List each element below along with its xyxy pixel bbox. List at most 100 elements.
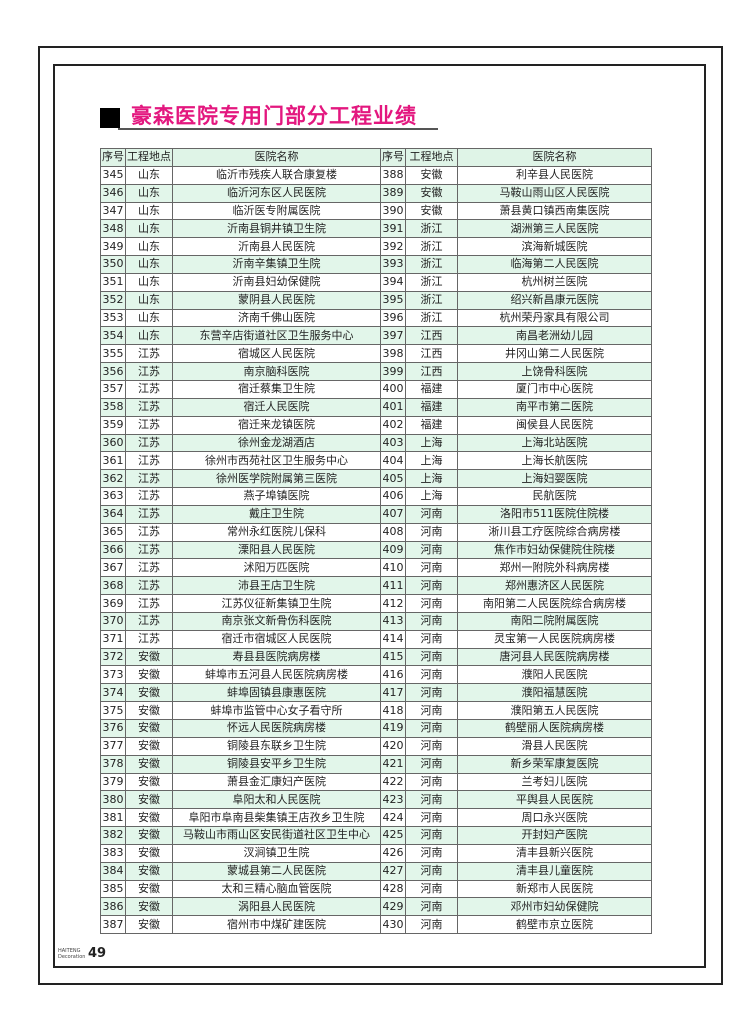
row-number: 378 xyxy=(100,754,126,774)
row-hospital-name: 徐州市西苑社区卫生服务中心 xyxy=(172,451,381,471)
row-location: 安徽 xyxy=(125,736,173,756)
row-location: 河南 xyxy=(405,861,458,881)
table-row: 352 山东 蒙阴县人民医院 395 浙江 绍兴新昌康元医院 xyxy=(100,290,652,310)
row-hospital-name: 绍兴新昌康元医院 xyxy=(457,290,652,310)
row-number: 416 xyxy=(380,665,406,685)
row-hospital-name: 戴庄卫生院 xyxy=(172,504,381,524)
row-number: 345 xyxy=(100,165,126,185)
table-row: 383 安徽 汊涧镇卫生院 426 河南 清丰县新兴医院 xyxy=(100,843,652,863)
row-hospital-name: 临沂市残疾人联合康复楼 xyxy=(172,165,381,185)
row-hospital-name: 鹤壁市京立医院 xyxy=(457,915,652,935)
row-hospital-name: 湖洲第三人民医院 xyxy=(457,219,652,239)
row-number: 390 xyxy=(380,201,406,221)
row-hospital-name: 燕子埠镇医院 xyxy=(172,487,381,506)
row-hospital-name: 南昌老洲幼儿园 xyxy=(457,326,652,346)
row-number: 417 xyxy=(380,683,406,703)
table-row: 351 山东 沂南县妇幼保健院 394 浙江 杭州树兰医院 xyxy=(100,272,652,292)
row-location: 河南 xyxy=(405,576,458,596)
row-number: 357 xyxy=(100,379,126,399)
row-location: 浙江 xyxy=(405,219,458,239)
table-row: 384 安徽 蒙城县第二人民医院 427 河南 清丰县儿童医院 xyxy=(100,861,652,881)
row-location: 江苏 xyxy=(125,344,173,364)
row-location: 江苏 xyxy=(125,433,173,453)
row-hospital-name: 民航医院 xyxy=(457,487,652,506)
row-hospital-name: 阜阳太和人民医院 xyxy=(172,790,381,810)
row-number: 395 xyxy=(380,290,406,310)
row-number: 429 xyxy=(380,897,406,917)
table-row: 362 江苏 徐州医学院附属第三医院 405 上海 上海妇婴医院 xyxy=(100,469,652,489)
table-row: 365 江苏 常州永红医院儿保科 408 河南 淅川县工疗医院综合病房楼 xyxy=(100,522,652,542)
row-number: 405 xyxy=(380,469,406,489)
row-location: 河南 xyxy=(405,683,458,703)
row-number: 348 xyxy=(100,219,126,239)
row-hospital-name: 寿县县医院病房楼 xyxy=(172,647,381,667)
row-location: 河南 xyxy=(405,665,458,685)
row-number: 409 xyxy=(380,540,406,560)
title-square-marker xyxy=(100,108,120,128)
row-number: 377 xyxy=(100,736,126,756)
row-number: 366 xyxy=(100,540,126,560)
row-hospital-name: 溧阳县人民医院 xyxy=(172,540,381,560)
row-number: 375 xyxy=(100,701,126,720)
row-hospital-name: 徐州金龙湖酒店 xyxy=(172,433,381,453)
row-location: 安徽 xyxy=(405,201,458,221)
row-hospital-name: 宿城区人民医院 xyxy=(172,344,381,364)
row-hospital-name: 滑县人民医院 xyxy=(457,736,652,756)
row-number: 368 xyxy=(100,576,126,596)
table-row: 377 安徽 铜陵县东联乡卫生院 420 河南 滑县人民医院 xyxy=(100,736,652,756)
row-hospital-name: 南平市第二医院 xyxy=(457,397,652,417)
row-number: 411 xyxy=(380,576,406,596)
row-location: 河南 xyxy=(405,736,458,756)
row-hospital-name: 涡阳县人民医院 xyxy=(172,897,381,917)
row-hospital-name: 郑州惠济区人民医院 xyxy=(457,576,652,596)
row-number: 415 xyxy=(380,647,406,667)
row-number: 388 xyxy=(380,165,406,185)
row-hospital-name: 临沂医专附属医院 xyxy=(172,201,381,221)
row-location: 河南 xyxy=(405,915,458,935)
row-location: 安徽 xyxy=(405,165,458,185)
table-header-row: 序号 工程地点 医院名称 序号 工程地点 医院名称 xyxy=(100,148,652,167)
row-hospital-name: 开封妇产医院 xyxy=(457,826,652,845)
row-location: 江西 xyxy=(405,326,458,346)
row-number: 347 xyxy=(100,201,126,221)
table-row: 353 山东 济南千佛山医院 396 浙江 杭州荣丹家具有限公司 xyxy=(100,308,652,328)
row-hospital-name: 平舆县人民医院 xyxy=(457,790,652,810)
row-hospital-name: 沛县王店卫生院 xyxy=(172,576,381,596)
row-hospital-name: 沭阳万匹医院 xyxy=(172,558,381,578)
row-location: 山东 xyxy=(125,201,173,221)
row-number: 384 xyxy=(100,861,126,881)
row-number: 364 xyxy=(100,504,126,524)
row-number: 363 xyxy=(100,487,126,506)
table-row: 374 安徽 蚌埠固镇县康惠医院 417 河南 濮阳福慧医院 xyxy=(100,683,652,703)
row-location: 上海 xyxy=(405,487,458,506)
table-row: 369 江苏 江苏仪征新集镇卫生院 412 河南 南阳第二人民医院综合病房楼 xyxy=(100,594,652,613)
row-location: 山东 xyxy=(125,165,173,185)
row-location: 安徽 xyxy=(125,915,173,935)
row-location: 河南 xyxy=(405,843,458,863)
row-number: 421 xyxy=(380,754,406,774)
row-number: 398 xyxy=(380,344,406,364)
table-row: 368 江苏 沛县王店卫生院 411 河南 郑州惠济区人民医院 xyxy=(100,576,652,596)
row-number: 426 xyxy=(380,843,406,863)
row-hospital-name: 濮阳第五人民医院 xyxy=(457,701,652,720)
row-number: 383 xyxy=(100,843,126,863)
table-row: 367 江苏 沭阳万匹医院 410 河南 郑州一附院外科病房楼 xyxy=(100,558,652,578)
row-location: 浙江 xyxy=(405,272,458,292)
row-location: 江苏 xyxy=(125,469,173,489)
row-hospital-name: 南阳第二人民医院综合病房楼 xyxy=(457,594,652,613)
row-hospital-name: 宿迁来龙镇医院 xyxy=(172,415,381,435)
row-number: 352 xyxy=(100,290,126,310)
row-hospital-name: 南京张文新骨伤科医院 xyxy=(172,611,381,631)
row-hospital-name: 宿迁市宿城区人民医院 xyxy=(172,629,381,649)
row-location: 河南 xyxy=(405,719,458,738)
row-location: 安徽 xyxy=(125,665,173,685)
row-number: 371 xyxy=(100,629,126,649)
table-row: 379 安徽 萧县金汇康妇产医院 422 河南 兰考妇儿医院 xyxy=(100,772,652,792)
row-location: 河南 xyxy=(405,594,458,613)
table-row: 378 安徽 铜陵县安平乡卫生院 421 河南 新乡荣军康复医院 xyxy=(100,754,652,774)
row-number: 413 xyxy=(380,611,406,631)
row-number: 430 xyxy=(380,915,406,935)
row-number: 360 xyxy=(100,433,126,453)
row-location: 江苏 xyxy=(125,504,173,524)
row-hospital-name: 宿迁蔡集卫生院 xyxy=(172,379,381,399)
